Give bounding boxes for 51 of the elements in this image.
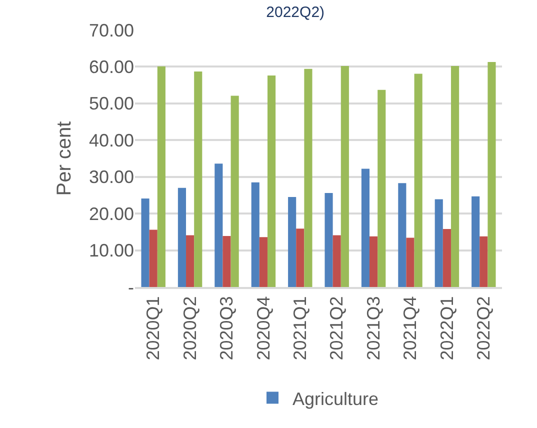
bar bbox=[157, 66, 166, 287]
x-tick-label: 2022Q1 bbox=[436, 296, 457, 360]
bar bbox=[267, 76, 276, 287]
bar bbox=[288, 197, 296, 287]
bar bbox=[251, 182, 260, 287]
bar bbox=[361, 168, 370, 287]
x-tick-label: 2020Q3 bbox=[216, 296, 237, 360]
bar bbox=[370, 236, 378, 287]
bar bbox=[340, 66, 349, 287]
y-tick-label: 10.00 bbox=[88, 240, 134, 261]
bar bbox=[472, 196, 480, 287]
bar bbox=[488, 62, 496, 287]
y-tick-label: 50.00 bbox=[88, 94, 134, 114]
bar bbox=[178, 188, 186, 287]
bar bbox=[378, 90, 386, 287]
bar bbox=[398, 183, 406, 287]
bar bbox=[141, 198, 150, 287]
bar bbox=[304, 68, 312, 287]
x-tick-label: 2020Q2 bbox=[180, 296, 200, 360]
x-tick-label: 2021Q3 bbox=[363, 296, 384, 360]
bar bbox=[414, 74, 422, 287]
legend-label: Agriculture bbox=[292, 388, 379, 409]
bar bbox=[480, 236, 488, 287]
x-tick-label: 2021Q4 bbox=[400, 296, 420, 360]
y-axis-title: Per cent bbox=[53, 120, 76, 196]
y-tick-label: 30.00 bbox=[88, 167, 134, 188]
x-tick-label: 2022Q2 bbox=[474, 296, 494, 360]
y-tick-label: 60.00 bbox=[88, 57, 134, 78]
bar bbox=[442, 228, 451, 287]
bar bbox=[194, 71, 202, 287]
x-tick-label: 2020Q4 bbox=[253, 296, 274, 360]
bar bbox=[222, 236, 231, 287]
y-tick-label: - bbox=[128, 277, 134, 298]
bar bbox=[296, 228, 304, 287]
bar bbox=[149, 230, 158, 287]
x-tick-label: 2021Q1 bbox=[290, 296, 310, 360]
y-tick-label: 70.00 bbox=[88, 20, 134, 40]
x-tick-label: 2020Q1 bbox=[143, 296, 164, 360]
bar bbox=[259, 237, 268, 287]
bar bbox=[332, 235, 341, 287]
bar bbox=[434, 199, 443, 287]
x-tick-label: 2021Q2 bbox=[326, 296, 347, 360]
y-tick-label: 40.00 bbox=[88, 130, 134, 150]
bar bbox=[186, 235, 194, 287]
bar bbox=[230, 96, 239, 287]
bar bbox=[406, 238, 414, 287]
bar bbox=[214, 164, 223, 287]
bar bbox=[450, 66, 460, 287]
y-tick-label: 20.00 bbox=[88, 204, 134, 224]
chart-title: 2022Q2) bbox=[266, 4, 325, 21]
bar bbox=[324, 193, 333, 287]
